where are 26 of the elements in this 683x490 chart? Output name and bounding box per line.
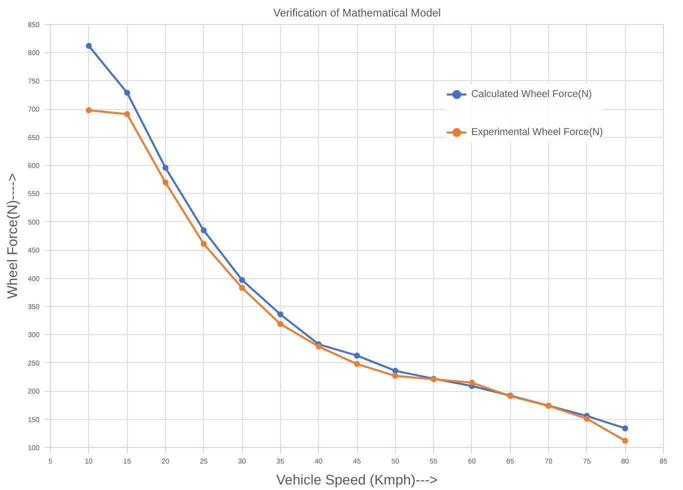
point <box>200 240 207 247</box>
point <box>354 352 360 359</box>
point <box>124 90 130 96</box>
y-axis-title: Wheel Force(N)----> <box>4 173 20 299</box>
point <box>162 179 168 186</box>
point <box>392 368 398 374</box>
point <box>468 380 475 386</box>
point <box>622 425 628 432</box>
point <box>239 276 246 283</box>
point <box>124 111 130 118</box>
point <box>277 311 284 318</box>
x-axis-title: Vehicle Speed (Kmph)---> <box>276 472 438 488</box>
legend-label: Experimental Wheel Force(N) <box>471 126 603 138</box>
point <box>622 438 628 444</box>
point <box>392 372 398 379</box>
point <box>277 320 284 327</box>
point <box>86 107 92 114</box>
point <box>86 42 92 49</box>
chart-title: Verification of Mathematical Model <box>273 8 441 20</box>
point <box>239 284 246 291</box>
point <box>316 344 322 350</box>
point <box>162 164 168 171</box>
point <box>584 416 590 422</box>
point <box>354 361 360 368</box>
legend-label: Calculated Wheel Force(N) <box>471 88 592 100</box>
point <box>200 227 207 234</box>
